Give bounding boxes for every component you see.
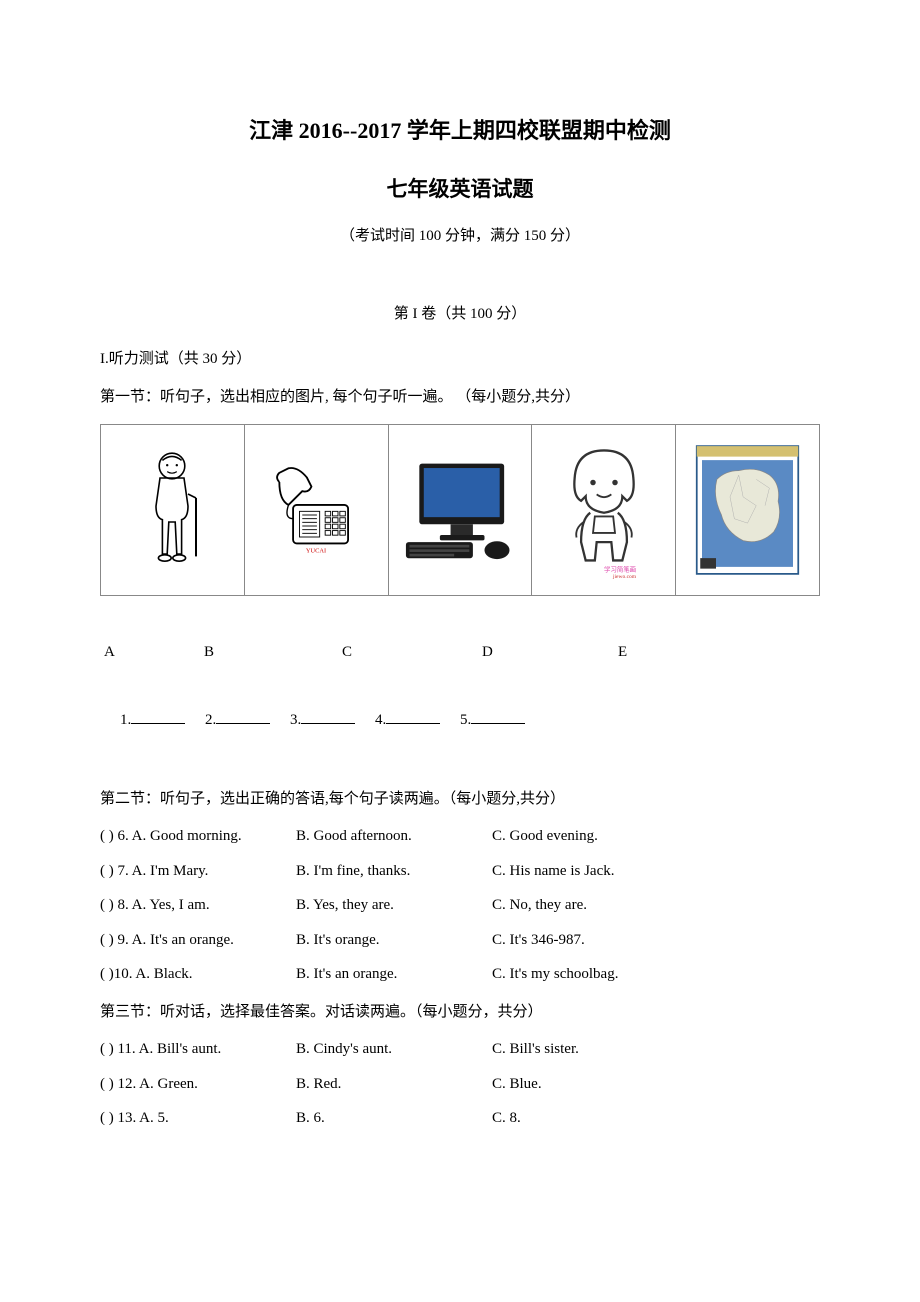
q6-a: ( ) 6. A. Good morning.	[100, 819, 296, 854]
q6-row: ( ) 6. A. Good morning. B. Good afternoo…	[100, 819, 820, 854]
svg-text:YUCAI: YUCAI	[306, 548, 326, 555]
computer-icon	[389, 425, 533, 595]
q7-a: ( ) 7. A. I'm Mary.	[100, 854, 296, 889]
q10-a: ( )10. A. Black.	[100, 957, 296, 992]
label-b: B	[204, 638, 342, 667]
volume-header: 第 I 卷（共 100 分）	[100, 300, 820, 329]
blank-1[interactable]	[131, 708, 185, 725]
label-a: A	[104, 638, 204, 667]
blank-5[interactable]	[471, 708, 525, 725]
blank-4-num: 4.	[375, 712, 386, 728]
label-c: C	[342, 638, 482, 667]
blank-2-num: 2.	[205, 712, 216, 728]
exam-info: （考试时间 100 分钟，满分 150 分）	[100, 222, 820, 251]
q10-c: C. It's my schoolbag.	[492, 957, 820, 992]
svg-text:jiewo.com: jiewo.com	[612, 574, 637, 580]
telephone-icon: YUCAI	[245, 425, 389, 595]
q9-row: ( ) 9. A. It's an orange. B. It's orange…	[100, 923, 820, 958]
q8-row: ( ) 8. A. Yes, I am. B. Yes, they are. C…	[100, 888, 820, 923]
q8-c: C. No, they are.	[492, 888, 820, 923]
picture-row: YUCAI	[100, 424, 820, 596]
title-sub: 七年级英语试题	[100, 170, 820, 210]
label-d: D	[482, 638, 618, 667]
q9-b: B. It's orange.	[296, 923, 492, 958]
q11-row: ( ) 11. A. Bill's aunt. B. Cindy's aunt.…	[100, 1032, 820, 1067]
q9-a: ( ) 9. A. It's an orange.	[100, 923, 296, 958]
q12-c: C. Blue.	[492, 1067, 820, 1102]
svg-text:学习简笔画: 学习简笔画	[604, 564, 636, 573]
q7-c: C. His name is Jack.	[492, 854, 820, 889]
section-listening-header: I.听力测试（共 30 分）	[100, 345, 820, 374]
questions-11-13: ( ) 11. A. Bill's aunt. B. Cindy's aunt.…	[100, 1032, 820, 1136]
q8-b: B. Yes, they are.	[296, 888, 492, 923]
q7-b: B. I'm fine, thanks.	[296, 854, 492, 889]
q6-c: C. Good evening.	[492, 819, 820, 854]
q7-row: ( ) 7. A. I'm Mary. B. I'm fine, thanks.…	[100, 854, 820, 889]
label-e: E	[618, 638, 627, 667]
part3-desc: 第三节：听对话，选择最佳答案。对话读两遍。（每小题分，共分）	[100, 998, 820, 1027]
blank-5-num: 5.	[460, 712, 471, 728]
q10-row: ( )10. A. Black. B. It's an orange. C. I…	[100, 957, 820, 992]
blank-4[interactable]	[386, 708, 440, 725]
blank-3-num: 3.	[290, 712, 301, 728]
part1-desc: 第一节：听句子，选出相应的图片, 每个句子听一遍。 （每小题分,共分）	[100, 383, 820, 412]
q13-a: ( ) 13. A. 5.	[100, 1101, 296, 1136]
blank-1-num: 1.	[120, 712, 131, 728]
girl-icon: 学习简笔画 jiewo.com	[532, 425, 676, 595]
china-map-icon	[676, 425, 819, 595]
q12-b: B. Red.	[296, 1067, 492, 1102]
label-row: A B C D E	[100, 638, 820, 667]
answer-blanks: 1. 2. 3. 4. 5.	[100, 706, 820, 735]
q8-a: ( ) 8. A. Yes, I am.	[100, 888, 296, 923]
q13-c: C. 8.	[492, 1101, 820, 1136]
blank-2[interactable]	[216, 708, 270, 725]
grandpa-icon	[101, 425, 245, 595]
q12-a: ( ) 12. A. Green.	[100, 1067, 296, 1102]
questions-6-10: ( ) 6. A. Good morning. B. Good afternoo…	[100, 819, 820, 992]
q11-a: ( ) 11. A. Bill's aunt.	[100, 1032, 296, 1067]
blank-3[interactable]	[301, 708, 355, 725]
title-main: 江津 2016--2017 学年上期四校联盟期中检测	[100, 110, 820, 152]
part2-desc: 第二节：听句子，选出正确的答语,每个句子读两遍。（每小题分,共分）	[100, 785, 820, 814]
q13-row: ( ) 13. A. 5. B. 6. C. 8.	[100, 1101, 820, 1136]
q11-b: B. Cindy's aunt.	[296, 1032, 492, 1067]
q13-b: B. 6.	[296, 1101, 492, 1136]
q10-b: B. It's an orange.	[296, 957, 492, 992]
q9-c: C. It's 346-987.	[492, 923, 820, 958]
q6-b: B. Good afternoon.	[296, 819, 492, 854]
q11-c: C. Bill's sister.	[492, 1032, 820, 1067]
q12-row: ( ) 12. A. Green. B. Red. C. Blue.	[100, 1067, 820, 1102]
